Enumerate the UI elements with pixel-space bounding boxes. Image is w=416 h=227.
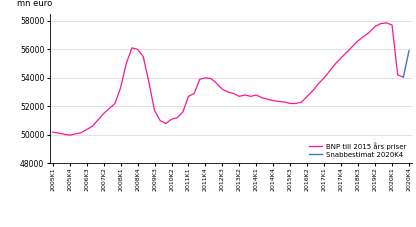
BNP till 2015 års priser [401, 76, 406, 79]
Line: Snabbestimat 2020K4: Snabbestimat 2020K4 [404, 51, 409, 77]
Line: BNP till 2015 års priser: BNP till 2015 års priser [53, 23, 404, 135]
Snabbestimat 2020K4 [401, 76, 406, 79]
BNP till 2015 års priser [231, 92, 236, 95]
BNP till 2015 års priser [67, 134, 72, 137]
BNP till 2015 års priser [163, 122, 168, 125]
BNP till 2015 års priser [50, 131, 55, 133]
BNP till 2015 års priser [152, 109, 157, 112]
BNP till 2015 års priser [395, 74, 400, 76]
BNP till 2015 års priser [384, 22, 389, 24]
BNP till 2015 års priser [220, 88, 225, 91]
BNP till 2015 års priser [299, 101, 304, 104]
Legend: BNP till 2015 års priser, Snabbestimat 2020K4: BNP till 2015 års priser, Snabbestimat 2… [307, 140, 409, 160]
Text: mn euro: mn euro [17, 0, 52, 8]
Snabbestimat 2020K4 [406, 49, 411, 52]
